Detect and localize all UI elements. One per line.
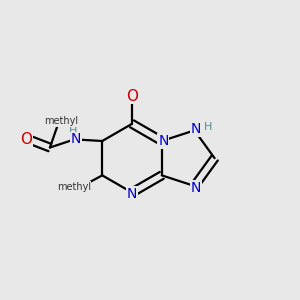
Text: N: N (191, 181, 201, 195)
Text: O: O (20, 132, 32, 147)
Text: N: N (71, 132, 81, 146)
Text: O: O (126, 88, 138, 104)
Text: N: N (127, 187, 137, 201)
Text: N: N (191, 122, 201, 136)
Text: H: H (69, 126, 77, 136)
Text: methyl: methyl (44, 116, 78, 126)
Text: H: H (204, 122, 212, 132)
Text: N: N (158, 134, 169, 148)
Text: methyl: methyl (57, 182, 91, 192)
